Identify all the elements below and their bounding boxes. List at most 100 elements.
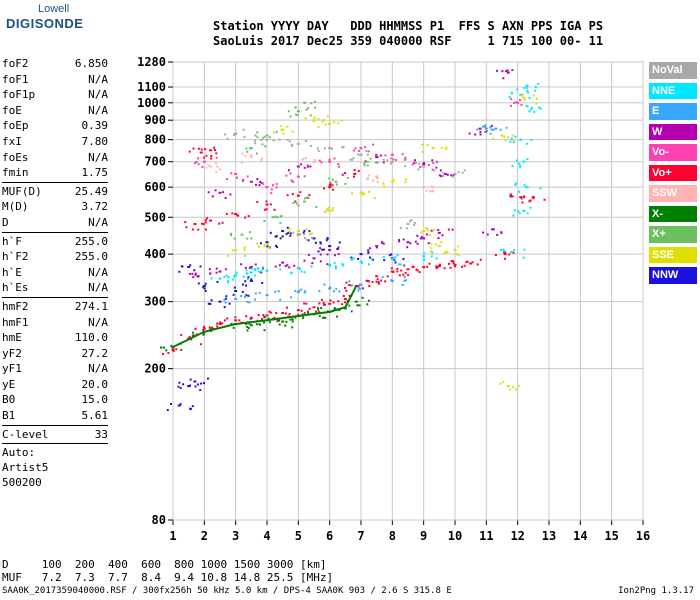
echo-dot xyxy=(350,258,353,261)
echo-dot xyxy=(229,193,232,196)
echo-dot xyxy=(428,233,431,236)
echo-dot xyxy=(320,161,323,164)
y-tick-label: 1280 xyxy=(137,55,166,69)
echo-dot xyxy=(219,321,222,324)
param-value: N/A xyxy=(88,88,108,102)
echo-dot xyxy=(352,149,355,152)
param-key: h`Es xyxy=(2,281,29,295)
echo-dot xyxy=(439,169,442,172)
echo-dot xyxy=(262,321,265,324)
echo-dot xyxy=(341,173,344,176)
echo-dot xyxy=(426,144,429,147)
echo-dot xyxy=(308,230,311,233)
echo-dot xyxy=(262,182,265,185)
echo-dot xyxy=(243,135,246,138)
param-key: yE xyxy=(2,377,16,391)
echo-dot xyxy=(281,235,284,238)
echo-dot xyxy=(317,308,320,311)
echo-dot xyxy=(232,293,235,296)
data-point xyxy=(343,307,347,310)
echo-dot xyxy=(180,265,183,268)
echo-dot xyxy=(476,128,479,131)
param-value: 7.80 xyxy=(81,134,109,148)
echo-dot xyxy=(396,267,399,270)
echo-dot xyxy=(294,113,297,116)
echo-dot xyxy=(308,307,311,310)
echo-dot xyxy=(274,244,277,247)
echo-dot xyxy=(431,189,434,192)
echo-dot xyxy=(286,125,289,128)
echo-dot xyxy=(166,409,169,412)
y-tick-label: 80 xyxy=(152,513,166,527)
echo-dot xyxy=(509,140,512,143)
data-point xyxy=(390,270,394,273)
echo-dot xyxy=(512,214,515,217)
echo-dot xyxy=(267,317,270,320)
echo-dot xyxy=(192,276,195,279)
echo-dot xyxy=(205,154,208,157)
echo-dot xyxy=(263,220,266,223)
echo-dot xyxy=(275,182,278,185)
echo-dot xyxy=(276,216,279,219)
echo-dot xyxy=(413,223,416,226)
echo-dot xyxy=(337,253,340,256)
echo-dot xyxy=(309,145,312,148)
data-point xyxy=(519,196,523,199)
echo-dot xyxy=(426,233,429,236)
echo-dot xyxy=(319,247,322,250)
echo-dot xyxy=(202,325,205,328)
data-point xyxy=(390,279,394,282)
echo-dot xyxy=(409,242,412,245)
param-separator xyxy=(2,424,108,426)
y-tick-label: 200 xyxy=(144,362,166,376)
data-point xyxy=(271,216,275,219)
echo-dot xyxy=(348,294,351,297)
echo-dot xyxy=(485,130,488,133)
echo-dot xyxy=(527,91,530,94)
param-row: foEp 0.39 xyxy=(2,118,108,134)
echo-dot xyxy=(296,114,299,117)
echo-dot xyxy=(299,233,302,236)
echo-dot xyxy=(254,263,257,266)
echo-dot xyxy=(319,242,322,245)
echo-dot xyxy=(242,128,245,131)
echo-dot xyxy=(516,88,519,91)
echo-dot xyxy=(232,326,235,329)
echo-dot xyxy=(202,329,205,332)
echo-dot xyxy=(216,325,219,328)
legend-entry: SSW xyxy=(649,185,697,202)
y-tick-label: 1000 xyxy=(137,96,166,110)
data-point xyxy=(375,175,379,178)
echo-dot xyxy=(367,299,370,302)
param-row: h`F 255.0 xyxy=(2,234,108,250)
echo-dot xyxy=(241,290,244,293)
data-point xyxy=(296,291,300,294)
data-point xyxy=(193,223,197,226)
param-key: B0 xyxy=(2,393,16,407)
echo-dot xyxy=(273,208,276,211)
echo-dot xyxy=(386,159,389,162)
echo-dot xyxy=(515,388,518,391)
data-point xyxy=(375,275,379,278)
echo-dot xyxy=(319,241,322,244)
echo-dot xyxy=(418,162,421,165)
echo-dot xyxy=(496,233,499,236)
echo-dot xyxy=(517,384,520,387)
echo-dot xyxy=(350,310,353,313)
echo-dot xyxy=(525,86,528,89)
echo-dot xyxy=(450,174,453,177)
echo-dot xyxy=(307,239,310,242)
echo-dot xyxy=(357,289,360,292)
echo-dot xyxy=(307,163,310,166)
echo-dot xyxy=(495,69,498,72)
echo-dot xyxy=(288,313,291,316)
legend-entry: X- xyxy=(649,205,697,222)
echo-dot xyxy=(361,287,364,290)
echo-dot xyxy=(307,197,310,200)
echo-dot xyxy=(357,169,360,172)
data-point xyxy=(218,277,222,280)
echo-dot xyxy=(169,402,172,405)
echo-dot xyxy=(303,312,306,315)
echo-dot xyxy=(247,294,250,297)
echo-dot xyxy=(329,185,332,188)
